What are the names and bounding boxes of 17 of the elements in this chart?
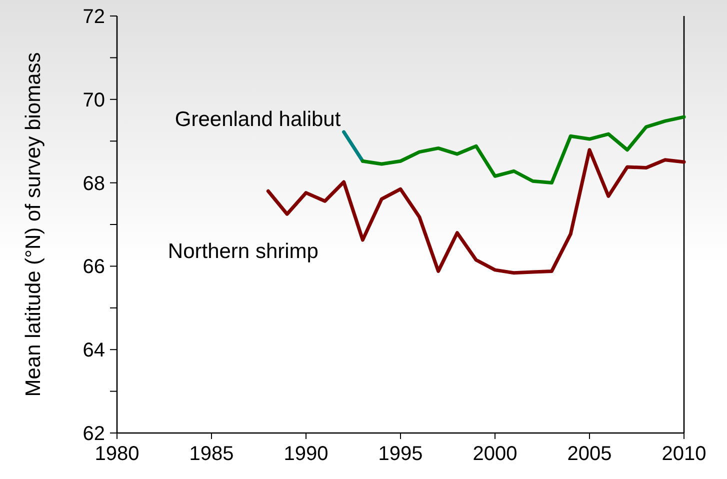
series-label: Greenland halibut — [174, 108, 341, 132]
x-tick-label: 1985 — [189, 443, 234, 465]
y-tick-label: 66 — [82, 256, 105, 278]
y-tick-label: 68 — [82, 172, 105, 195]
x-tick-label: 1990 — [284, 443, 328, 465]
y-tick-label: 70 — [82, 89, 105, 112]
y-tick-label: 72 — [82, 6, 105, 28]
y-axis-title: Mean latitude (°N) of survey biomass — [22, 52, 45, 397]
y-tick-label: 62 — [82, 423, 105, 445]
x-tick-label: 2000 — [472, 443, 518, 465]
line-series — [360, 115, 686, 185]
x-tick-label: 1980 — [94, 443, 140, 465]
x-tick-label: 2005 — [567, 443, 612, 465]
x-tick-label: 1995 — [378, 443, 423, 465]
series-label: Northern shrimp — [168, 240, 318, 264]
y-tick-label: 64 — [82, 340, 105, 362]
x-tick-label: 2010 — [662, 443, 706, 465]
